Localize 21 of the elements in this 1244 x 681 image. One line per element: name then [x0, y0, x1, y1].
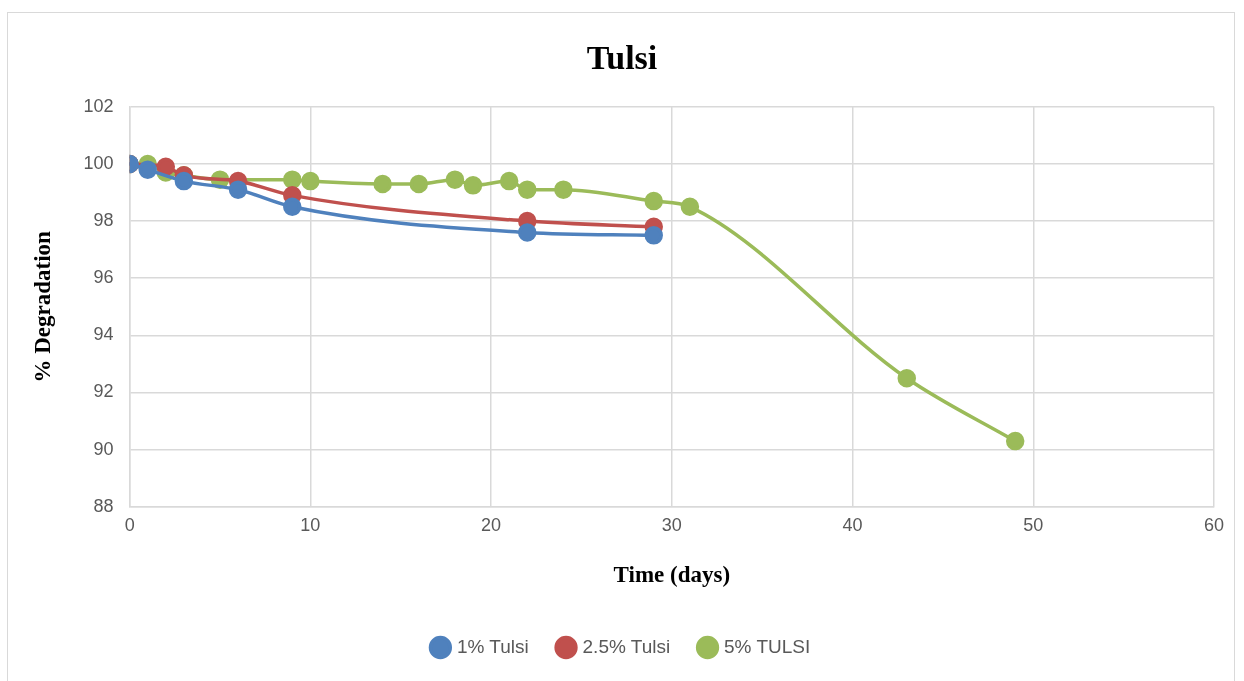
x-tick-label: 0 — [124, 514, 135, 535]
y-tick-label: 88 — [93, 495, 114, 516]
x-tick-label: 60 — [1203, 514, 1225, 535]
x-tick-label: 30 — [661, 514, 682, 535]
legend-label: 2.5% Tulsi — [582, 635, 671, 657]
y-tick-label: 92 — [93, 381, 114, 402]
y-tick-label: 94 — [93, 324, 114, 345]
x-tick-label: 20 — [481, 514, 502, 535]
legend-label: 5% TULSI — [724, 635, 811, 657]
y-tick-label: 96 — [93, 267, 114, 288]
chart-title: Tulsi — [586, 39, 658, 77]
legend-label: 1% Tulsi — [456, 635, 529, 657]
x-tick-label: 50 — [1023, 514, 1044, 535]
x-axis-title: Time (days) — [613, 562, 731, 588]
y-tick-label: 102 — [83, 95, 114, 116]
x-tick-label: 40 — [842, 514, 863, 535]
x-tick-label: 10 — [300, 514, 321, 535]
y-tick-label: 98 — [93, 210, 114, 231]
y-tick-label: 90 — [93, 438, 114, 459]
y-tick-label: 100 — [83, 152, 114, 173]
y-axis-title: % Degradation — [29, 230, 55, 383]
